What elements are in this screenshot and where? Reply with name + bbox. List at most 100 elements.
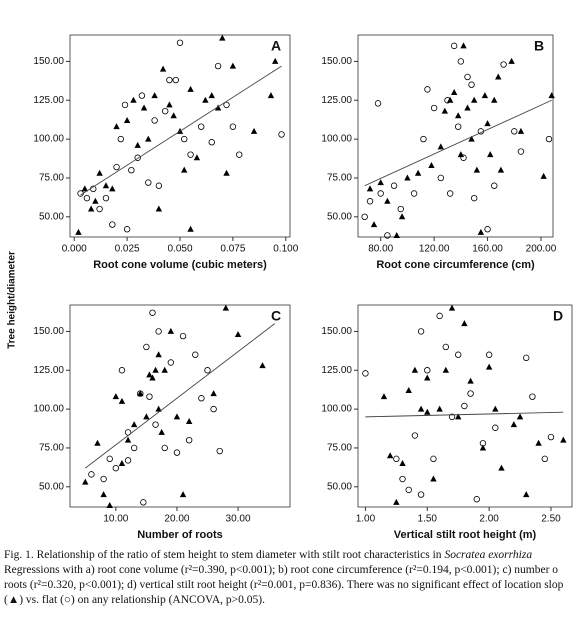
caption-text: Fig. 1. Relationship of the ratio of ste…: [4, 549, 442, 561]
point: [83, 194, 91, 202]
plot-frame: [357, 34, 554, 238]
point: [492, 424, 499, 431]
point: [145, 135, 152, 142]
point: [128, 166, 135, 174]
x-tick-label: 30.00: [226, 514, 251, 525]
point: [210, 390, 217, 397]
y-tick-label: 75.00: [327, 173, 352, 184]
point: [417, 328, 425, 335]
point: [366, 185, 374, 192]
point: [485, 363, 493, 370]
caption-line: (▲) vs. flat (○) on any relationship (AN…: [4, 594, 265, 606]
point: [130, 421, 138, 428]
point: [361, 213, 368, 220]
point: [88, 471, 95, 478]
point: [374, 100, 382, 107]
point: [417, 405, 425, 412]
point: [398, 213, 406, 220]
x-tick-label: 0.025: [115, 244, 140, 255]
point: [511, 128, 518, 135]
point: [278, 131, 285, 138]
point: [96, 169, 103, 176]
point: [424, 374, 431, 381]
point: [405, 486, 412, 494]
point: [118, 397, 126, 404]
point: [92, 197, 99, 204]
caption-line: Regressions with a) root cone volume (r²…: [4, 564, 559, 576]
point: [529, 393, 536, 400]
point: [87, 205, 95, 212]
point: [149, 374, 156, 381]
point: [523, 354, 530, 362]
point: [170, 112, 177, 119]
point: [414, 169, 422, 176]
point: [548, 92, 555, 99]
point: [143, 413, 150, 420]
point: [437, 174, 445, 182]
point: [229, 123, 237, 130]
y-tick-label: 100.00: [321, 134, 352, 145]
point: [560, 436, 567, 443]
point: [377, 190, 384, 197]
point: [143, 343, 150, 351]
point: [393, 455, 400, 463]
caption-line: roots (r²=0.320, p<0.001); d) vertical s…: [4, 579, 564, 591]
species: Socratea exorrhiza: [444, 549, 533, 561]
point: [485, 351, 493, 358]
point: [495, 73, 502, 80]
point: [192, 351, 199, 358]
point: [424, 408, 431, 415]
point: [187, 85, 194, 92]
x-axis-label: Root cone volume (cubic meters): [93, 259, 267, 271]
point: [161, 366, 168, 373]
point: [393, 231, 400, 238]
point: [151, 117, 158, 124]
y-tick-label: 50.00: [327, 481, 352, 492]
point: [424, 86, 431, 93]
point: [210, 405, 217, 413]
point: [166, 76, 173, 84]
point: [193, 154, 201, 161]
point: [234, 331, 242, 338]
point: [404, 174, 411, 181]
x-tick-label: 20.00: [164, 514, 189, 525]
point: [173, 413, 181, 420]
point: [152, 366, 159, 373]
point: [271, 57, 279, 64]
point: [102, 182, 110, 189]
point: [134, 154, 141, 161]
point: [481, 92, 489, 99]
trendline: [85, 323, 275, 469]
point: [362, 370, 369, 377]
point: [138, 92, 146, 99]
y-tick-label: 100.00: [33, 404, 64, 415]
panel-label: D: [553, 308, 563, 324]
point: [436, 312, 443, 320]
point: [448, 413, 456, 421]
point: [380, 393, 388, 400]
point: [410, 190, 418, 197]
point: [134, 141, 141, 148]
point: [140, 104, 148, 111]
point: [109, 185, 116, 192]
y-tick-label: 75.00: [39, 173, 64, 184]
point: [454, 351, 462, 358]
x-tick-label: 2.00: [479, 514, 499, 525]
point: [430, 475, 437, 482]
point: [436, 405, 443, 412]
y-tick-label: 50.00: [327, 211, 352, 222]
point: [222, 304, 230, 311]
y-tick-label: 150.00: [33, 326, 64, 337]
point: [460, 154, 467, 161]
point: [545, 135, 553, 143]
point: [149, 309, 156, 316]
point: [198, 395, 205, 402]
point: [517, 148, 525, 155]
point: [82, 478, 89, 485]
point: [219, 34, 226, 41]
point: [437, 143, 445, 150]
point: [102, 194, 110, 202]
point: [366, 198, 374, 205]
point: [442, 343, 450, 351]
point: [541, 455, 548, 463]
